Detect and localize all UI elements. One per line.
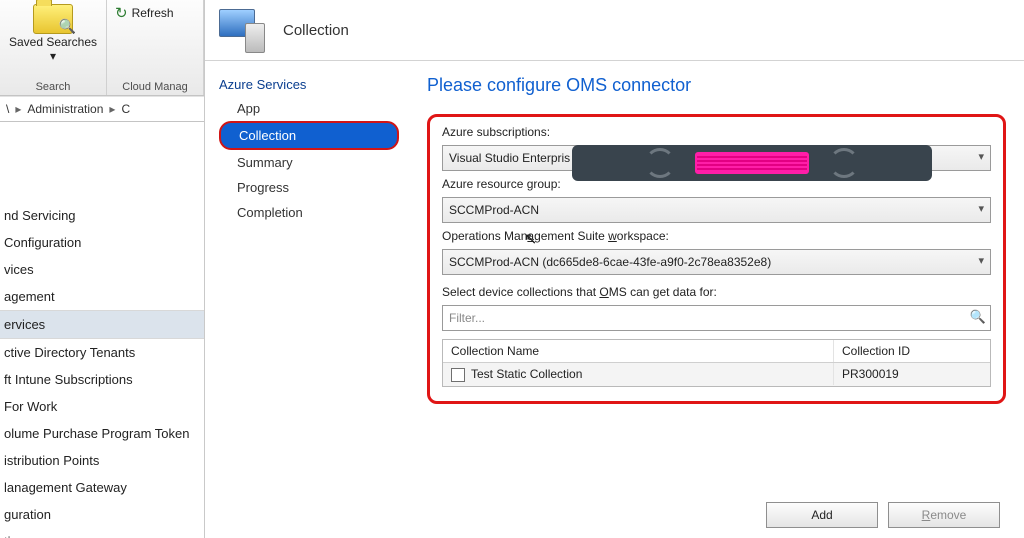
chevron-right-icon: ▸ (15, 102, 21, 116)
nav-item[interactable]: vices (0, 256, 204, 283)
wizard-header-title: Collection (283, 22, 349, 39)
highlighted-region: Azure subscriptions: Visual Studio Enter… (427, 114, 1006, 404)
nav-item[interactable]: tings (0, 528, 204, 538)
table-row[interactable]: Test Static Collection PR300019 (443, 363, 990, 386)
redaction-overlay (572, 145, 932, 181)
form-title: Please configure OMS connector (427, 71, 1006, 114)
ribbon-group-caption-cloud: Cloud Manag (122, 79, 187, 93)
wizard-step[interactable]: Collection (219, 121, 399, 150)
nav-item[interactable]: nd Servicing (0, 202, 204, 229)
ribbon-group-caption-search: Search (36, 79, 71, 93)
nav-item[interactable]: ft Intune Subscriptions (0, 366, 204, 393)
breadcrumb[interactable]: \ ▸ Administration ▸ C (0, 96, 204, 122)
wizard-step[interactable]: Completion (219, 200, 419, 225)
checkbox[interactable] (451, 368, 465, 382)
nav-item[interactable]: guration (0, 501, 204, 528)
th-collection-name[interactable]: Collection Name (443, 340, 833, 362)
refresh-button[interactable]: ↻ Refresh (115, 4, 174, 22)
button-row: Add Remove (427, 484, 1006, 528)
nav-item[interactable]: lanagement Gateway (0, 474, 204, 501)
refresh-icon: ↻ (115, 4, 128, 22)
cell-collection-name: Test Static Collection (471, 367, 582, 381)
label-oms-workspace: Operations Management Suite workspace: (442, 229, 991, 243)
filter-input[interactable]: Filter... (442, 305, 991, 331)
wizard-form: Please configure OMS connector Azure sub… (419, 61, 1024, 538)
label-select-collections: Select device collections that OMS can g… (442, 285, 991, 299)
combo-resource-group[interactable]: SCCMProd-ACN (442, 197, 991, 223)
ribbon: Saved Searches ▾ Search ↻ Refresh Cloud … (0, 0, 204, 96)
wizard-dialog: Collection Azure Services AppCollectionS… (205, 0, 1024, 538)
saved-searches-button[interactable]: Saved Searches ▾ (8, 4, 98, 63)
breadcrumb-seg[interactable]: Administration (27, 102, 103, 116)
folder-search-icon (33, 4, 73, 34)
nav-item[interactable]: For Work (0, 393, 204, 420)
breadcrumb-seg[interactable]: C (121, 102, 130, 116)
combo-value: SCCMProd-ACN (449, 203, 539, 217)
nav-item[interactable]: agement (0, 283, 204, 310)
remove-button: Remove (888, 502, 1000, 528)
wizard-header: Collection (205, 0, 1024, 60)
wizard-steps: Azure Services AppCollectionSummaryProgr… (205, 61, 419, 538)
combo-value: SCCMProd-ACN (dc665de8-6cae-43fe-a9f0-2c… (449, 255, 771, 269)
combo-value: Visual Studio Enterpris (449, 151, 570, 165)
wizard-step[interactable]: Progress (219, 175, 419, 200)
filter-placeholder: Filter... (449, 311, 485, 325)
nav-item[interactable]: ctive Directory Tenants (0, 339, 204, 366)
combo-oms-workspace[interactable]: SCCMProd-ACN (dc665de8-6cae-43fe-a9f0-2c… (442, 249, 991, 275)
collections-table: Collection Name Collection ID Test Stati… (442, 339, 991, 387)
wizard-icon (219, 7, 265, 53)
console-left-pane: Saved Searches ▾ Search ↻ Refresh Cloud … (0, 0, 205, 538)
label-azure-subscriptions: Azure subscriptions: (442, 125, 991, 139)
wizard-step[interactable]: Summary (219, 150, 419, 175)
wizard-step-root[interactable]: Azure Services (219, 73, 419, 96)
nav-item[interactable]: Configuration (0, 229, 204, 256)
cell-collection-id: PR300019 (833, 363, 990, 385)
nav-item[interactable]: ervices (0, 311, 204, 338)
th-collection-id[interactable]: Collection ID (833, 340, 990, 362)
saved-searches-label: Saved Searches ▾ (8, 35, 98, 63)
add-button[interactable]: Add (766, 502, 878, 528)
breadcrumb-root: \ (6, 102, 9, 116)
refresh-label: Refresh (132, 6, 174, 20)
nav-item[interactable]: olume Purchase Program Token (0, 420, 204, 447)
nav-tree: nd ServicingConfigurationvicesagementerv… (0, 122, 204, 538)
chevron-right-icon: ▸ (109, 102, 115, 116)
table-header: Collection Name Collection ID (443, 340, 990, 363)
wizard-step[interactable]: App (219, 96, 419, 121)
nav-item[interactable]: istribution Points (0, 447, 204, 474)
